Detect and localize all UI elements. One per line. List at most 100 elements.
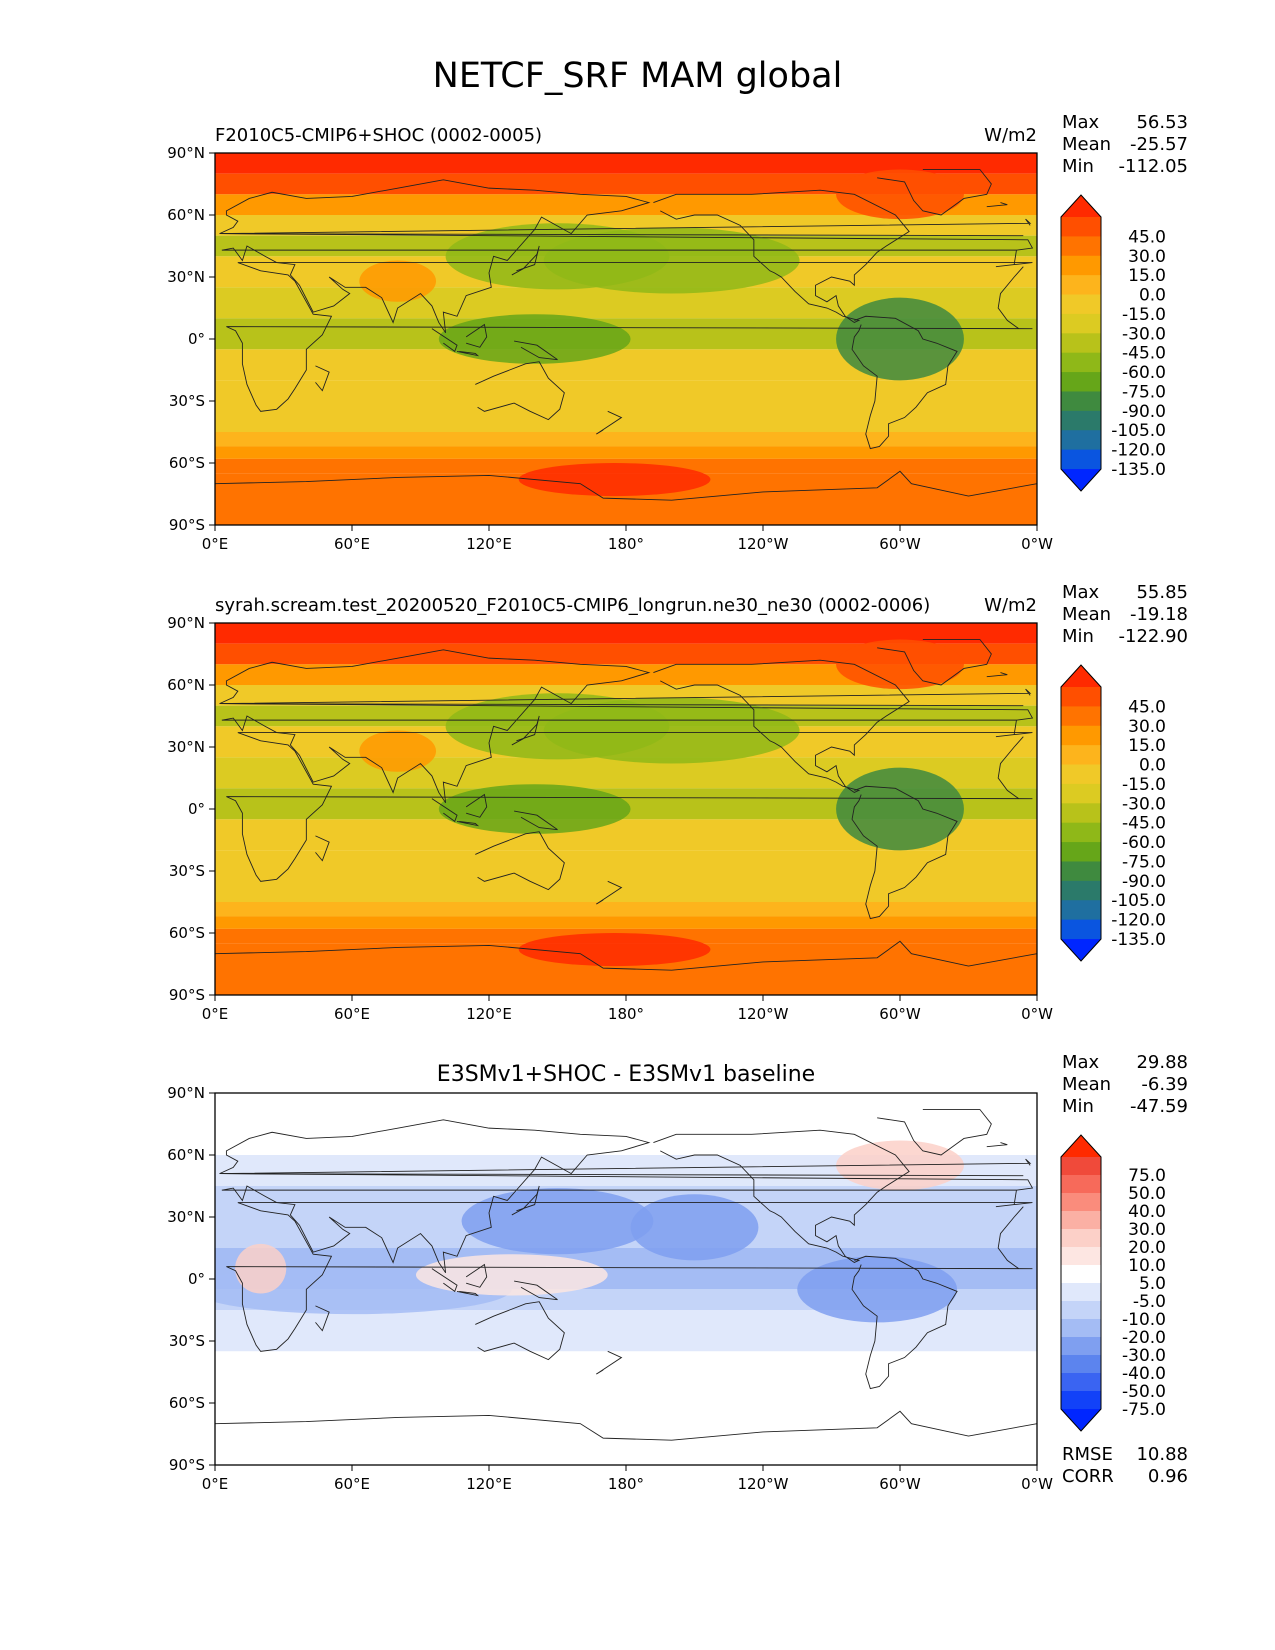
x-tick-label: 0°E (202, 1005, 229, 1023)
coastline (456, 820, 480, 827)
colorbar-label: 50.0 (1128, 1184, 1166, 1204)
colorbar-label: -45.0 (1122, 814, 1166, 834)
coastline (877, 639, 992, 686)
x-tick-label: 60°E (334, 535, 370, 553)
stat-value: 29.88 (1136, 1052, 1188, 1073)
coastlines (215, 169, 1037, 501)
x-tick-label: 120°W (738, 535, 789, 553)
colorbar-label: -45.0 (1122, 344, 1166, 364)
coastline (219, 649, 1034, 804)
colorbar-label: 10.0 (1128, 1256, 1166, 1276)
x-tick-label: 60°W (879, 1005, 921, 1023)
coastline (431, 328, 458, 353)
panel-units: W/m2 (984, 125, 1037, 146)
x-tick-label: 0°E (202, 535, 229, 553)
coastline (465, 1263, 488, 1288)
x-tick-label: 60°E (334, 1475, 370, 1493)
field-band (215, 173, 1037, 195)
colorbar-label: 15.0 (1128, 266, 1166, 286)
coastline (465, 323, 488, 348)
coastline (514, 1280, 558, 1301)
colorbar-label: 30.0 (1128, 717, 1166, 737)
y-tick-label: 90°N (167, 144, 205, 162)
field-anomaly (836, 169, 964, 220)
y-tick-label: 30°N (167, 1208, 205, 1226)
field-anomaly (461, 1188, 654, 1255)
y-tick-label: 60°S (169, 1394, 205, 1412)
colorbar-label: -90.0 (1122, 872, 1166, 892)
stat-value: -47.59 (1130, 1096, 1188, 1117)
colorbar-label: -90.0 (1122, 402, 1166, 422)
colorbar-swatch (1061, 333, 1101, 354)
x-tick-label: 0°W (1021, 1005, 1053, 1023)
field-anomaly (836, 767, 964, 851)
field-band (215, 664, 1037, 685)
field-anomaly (836, 297, 964, 381)
stat-label: Max (1062, 112, 1100, 133)
coastline (653, 659, 910, 793)
panel-title-left: syrah.scream.test_20200520_F2010C5-CMIP6… (215, 595, 930, 616)
y-tick-label: 90°S (169, 1456, 205, 1474)
x-tick-label: 60°W (879, 1475, 921, 1493)
colorbar-swatch (1061, 1175, 1101, 1194)
colorbar-extend-max (1061, 1135, 1101, 1157)
colorbar-swatch (1061, 1373, 1101, 1392)
coastline (226, 732, 1033, 882)
coastline (215, 940, 1037, 971)
stat-value: -6.39 (1141, 1074, 1188, 1095)
panel-test: 0°E 60°E 120°E 180° 120°W 60°W 0°W 90°N 60°N 30°N… (167, 112, 1188, 553)
colorbar-swatch (1061, 1283, 1101, 1302)
panel-reference: 0°E 60°E 120°E 180° 120°W 60°W 0°W 90°N 60°N 30°N… (167, 582, 1188, 1023)
colorbar-label: -60.0 (1122, 363, 1166, 383)
y-tick-label: 30°S (169, 862, 205, 880)
y-tick-label: 60°N (167, 676, 205, 694)
stat-value: 10.88 (1136, 1444, 1188, 1465)
colorbar-swatch (1061, 706, 1101, 727)
colorbar-label: -15.0 (1122, 305, 1166, 325)
colorbar-label: -105.0 (1111, 891, 1166, 911)
coastlines (215, 1109, 1037, 1441)
colorbar-label: -50.0 (1122, 1382, 1166, 1402)
colorbar-extend-max (1061, 665, 1101, 687)
coastline (315, 835, 330, 862)
coastline (219, 1158, 1032, 1177)
coastline (596, 410, 623, 435)
y-tick-label: 60°S (169, 454, 205, 472)
x-tick-label: 60°E (334, 1005, 370, 1023)
coastline (653, 1129, 910, 1263)
coastline (219, 179, 1034, 334)
field-band (215, 432, 1037, 447)
colorbar-swatch (1061, 372, 1101, 392)
colorbar-extend-min (1061, 469, 1101, 491)
colorbar-swatch (1061, 1265, 1101, 1284)
colorbar-label: 30.0 (1128, 1220, 1166, 1240)
colorbar-outline (1060, 194, 1102, 492)
colorbar-swatch (1061, 861, 1101, 882)
colorbar-swatch (1061, 449, 1101, 470)
colorbar-swatch (1061, 880, 1101, 901)
coastline (226, 262, 1033, 412)
colorbar-swatch (1061, 842, 1101, 862)
figure-title: NETCF_SRF MAM global (432, 56, 843, 96)
field-anomaly (543, 227, 800, 294)
colorbar-outline (1060, 664, 1102, 962)
field-band (215, 1093, 1037, 1114)
colorbar-swatch (1061, 1391, 1101, 1410)
field-anomaly (438, 784, 631, 834)
coastline (514, 340, 558, 361)
map-field (215, 1093, 1037, 1465)
stat-label: Mean (1062, 604, 1111, 625)
y-tick-label: 0° (188, 1270, 205, 1288)
coastline (475, 1301, 565, 1361)
coastline (596, 880, 623, 905)
colorbar-swatch (1061, 803, 1101, 824)
map-field (215, 623, 1037, 995)
stat-label: Mean (1062, 134, 1111, 155)
panel-title-center: E3SMv1+SHOC - E3SMv1 baseline (437, 1062, 815, 1087)
stat-value: 56.53 (1136, 112, 1188, 133)
colorbar-label: -75.0 (1122, 382, 1166, 402)
colorbar-swatch (1061, 919, 1101, 940)
coastline (431, 1268, 458, 1293)
colorbar-label: -30.0 (1122, 1346, 1166, 1366)
